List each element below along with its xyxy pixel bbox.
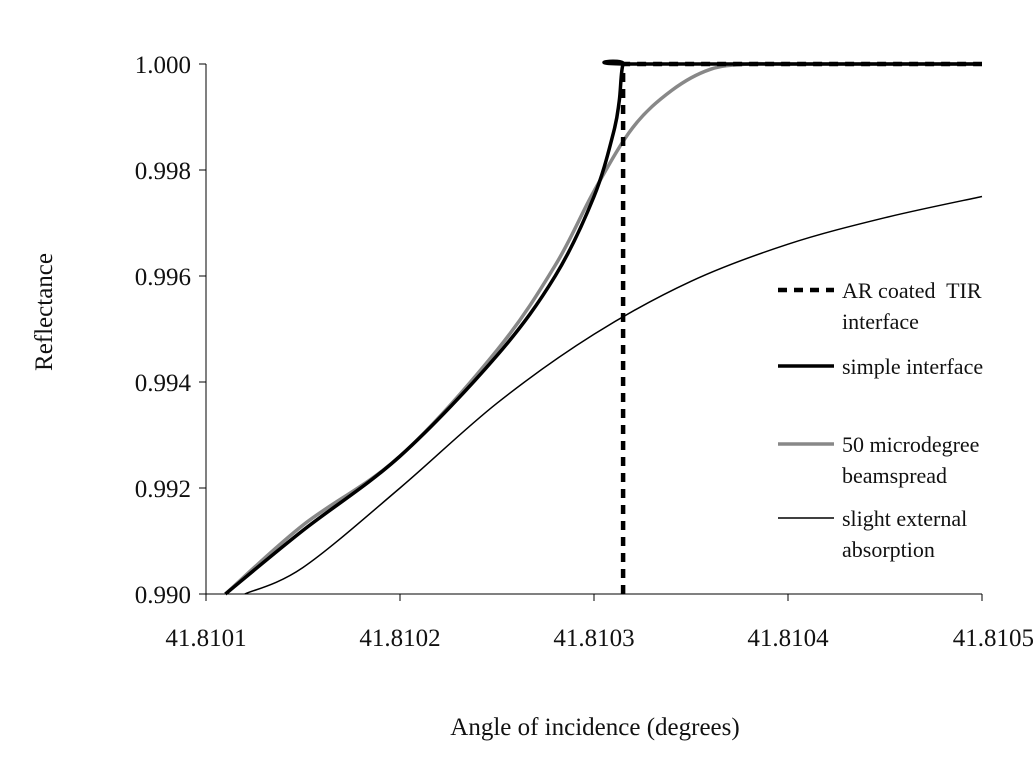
series-line-0 (620, 61, 982, 594)
y-tick-label: 0.996 (135, 264, 191, 291)
legend-label-2: 50 microdegree (842, 432, 979, 457)
plot-area: 0.990 0.992 0.994 0.996 0.998 1.000 41.8101 41.… (135, 52, 1034, 652)
x-tick-label: 41.8102 (359, 625, 440, 652)
series-line-1 (224, 59, 982, 596)
y-axis-title: Reflectance (31, 253, 58, 371)
series-line-3 (244, 195, 983, 595)
legend-label-0: interface (842, 309, 919, 334)
legend-label-3: absorption (842, 537, 935, 562)
legend-label-1: simple interface (842, 354, 983, 379)
x-axis-title: Angle of incidence (degrees) (450, 714, 739, 741)
x-tick-label: 41.8105 (953, 625, 1034, 652)
y-tick-label: 0.994 (135, 370, 192, 397)
x-tick-label: 41.8104 (747, 625, 829, 652)
x-tick-label: 41.8101 (165, 625, 246, 652)
y-tick-label: 0.992 (135, 476, 191, 503)
y-tick-label: 0.990 (135, 582, 191, 609)
series-layer (224, 59, 983, 596)
legend-label-2: beamspread (842, 463, 947, 488)
legend: AR coated TIR interface simple interface 50… (778, 278, 983, 562)
legend-label-3: slight external (842, 506, 967, 531)
y-tick-label: 1.000 (135, 52, 191, 79)
y-tick-label: 0.998 (135, 158, 191, 185)
legend-label-0: AR coated TIR (842, 278, 982, 303)
x-tick-label: 41.8103 (553, 625, 634, 652)
